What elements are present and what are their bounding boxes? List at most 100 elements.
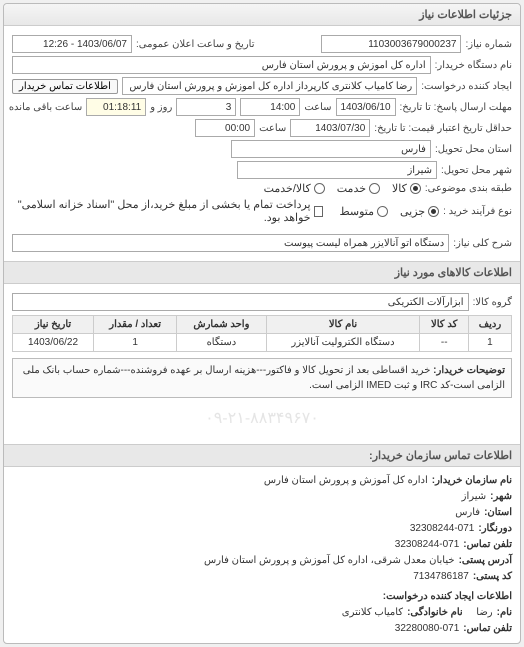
cell-code: -- (420, 334, 468, 352)
radio-dot-icon (428, 206, 439, 217)
th-unit: واحد شمارش (177, 316, 266, 334)
req-number-label: شماره نیاز: (465, 39, 512, 50)
row-buyer-device: نام دستگاه خریدار: اداره کل اموزش و پرور… (12, 56, 512, 74)
radio-medium[interactable]: متوسط (339, 205, 388, 218)
address-k: آدرس پستی: (459, 553, 512, 569)
contact-line: کد پستی:7134786187 (12, 569, 512, 585)
name-k: نام: (497, 605, 512, 621)
radio-goods-service-label: کالا/خدمت (264, 182, 311, 195)
buyer-note-box: توضیحات خریدار: خرید اقساطی بعد از تحویل… (12, 358, 512, 398)
panel-title: جزئیات اطلاعات نیاز (4, 4, 520, 26)
radio-goods-service[interactable]: کالا/خدمت (264, 182, 325, 195)
deadline-label: مهلت ارسال پاسخ: تا تاریخ: (400, 102, 512, 113)
delivery-city: شیراز (237, 161, 437, 179)
contact-block: نام سازمان خریدار:اداره کل آموزش و پرورش… (4, 467, 520, 643)
org-name-v: اداره کل آموزش و پرورش استان فارس (264, 473, 428, 489)
radio-dot-icon (314, 183, 325, 194)
radio-small-label: جزیی (400, 205, 425, 218)
remaining-label: ساعت باقی مانده (9, 102, 82, 113)
remaining-time: 01:18:11 (86, 98, 146, 116)
cell-date: 1403/06/22 (13, 334, 94, 352)
contact-line: استان:فارس (12, 505, 512, 521)
row-deadline: مهلت ارسال پاسخ: تا تاریخ: 1403/06/10 سا… (12, 98, 512, 116)
req-number-value: 1103003679000237 (321, 35, 461, 53)
lname-v: کامیاب کلانتری (342, 605, 403, 621)
address-v: خیابان معدل شرقی، اداره کل آموزش و پرورش… (204, 553, 455, 569)
deadline-time: 14:00 (240, 98, 300, 116)
radio-dot-icon (377, 206, 388, 217)
th-name: نام کالا (266, 316, 420, 334)
th-qty: تعداد / مقدار (94, 316, 177, 334)
buyer-device-label: نام دستگاه خریدار: (435, 60, 512, 71)
contact-line: نام:رضا نام خانوادگی:کامیاب کلانتری (12, 605, 512, 621)
row-category: طبقه بندی موضوعی: کالا خدمت کالا/خدمت (12, 182, 512, 195)
postal-v: 7134786187 (413, 569, 469, 585)
overall-desc-value: دستگاه اتو آنالایزر همراه لیست پیوست (12, 234, 449, 252)
buyer-contact-button[interactable]: اطلاعات تماس خریدار (12, 79, 118, 94)
phone-k: تلفن تماس: (463, 537, 512, 553)
time-label-1: ساعت (304, 102, 331, 113)
table-row[interactable]: 1 -- دستگاه الکترولیت آنالایزر دستگاه 1 … (13, 334, 512, 352)
pub-datetime-value: 1403/06/07 - 12:26 (12, 35, 132, 53)
valid-until-time: 00:00 (195, 119, 255, 137)
province-v: فارس (455, 505, 480, 521)
requester-section-title: اطلاعات ایجاد کننده درخواست: (12, 589, 512, 605)
delivery-province-label: استان محل تحویل: (435, 144, 512, 155)
days-value: 3 (176, 98, 236, 116)
valid-until-label: حداقل تاریخ اعتبار قیمت: تا تاریخ: (374, 123, 512, 134)
contact-line: تلفن تماس:32280080-071 (12, 621, 512, 637)
contact-line: شهر:شیراز (12, 489, 512, 505)
row-item-group: گروه کالا: ابزارآلات الکتریکی (12, 293, 512, 311)
row-size: نوع فرآیند خرید : جزیی متوسط پرداخت تمام… (12, 198, 512, 224)
item-group-label: گروه کالا: (473, 297, 512, 308)
delivery-province: فارس (231, 140, 431, 158)
rphone-v: 32280080-071 (395, 621, 460, 637)
item-group-value: ابزارآلات الکتریکی (12, 293, 469, 311)
province-k: استان: (484, 505, 512, 521)
radio-goods[interactable]: کالا (392, 182, 421, 195)
overall-desc-label: شرح کلی نیاز: (453, 238, 512, 249)
buyer-note-label: توضیحات خریدار: (433, 365, 505, 376)
contact-line: تلفن تماس:32308244-071 (12, 537, 512, 553)
contact-line: نام سازمان خریدار:اداره کل آموزش و پرورش… (12, 473, 512, 489)
phone-v: 32308244-071 (395, 537, 460, 553)
checkbox-treasury[interactable]: پرداخت تمام یا بخشی از مبلغ خرید،از محل … (12, 198, 323, 224)
table-header-row: ردیف کد کالا نام کالا واحد شمارش تعداد /… (13, 316, 512, 334)
checkbox-icon (314, 206, 324, 217)
th-code: کد کالا (420, 316, 468, 334)
size-radio-group: جزیی متوسط (339, 205, 439, 218)
name-v: رضا (476, 605, 492, 621)
delivery-city-label: شهر محل تحویل: (441, 165, 512, 176)
contact-line: دورنگار:32308244-071 (12, 521, 512, 537)
watermark: ۰۹-۲۱-۸۸۳۴۹۶۷۰ (12, 398, 512, 438)
details-panel: جزئیات اطلاعات نیاز شماره نیاز: 11030036… (3, 3, 521, 644)
items-section-title: اطلاعات کالاهای مورد نیاز (4, 261, 520, 284)
days-label: روز و (150, 102, 172, 113)
requester-value: رضا کامیاب کلانتری کارپرداز اداره کل امو… (122, 77, 417, 95)
cell-index: 1 (468, 334, 511, 352)
rphone-k: تلفن تماس: (463, 621, 512, 637)
city-k: شهر: (490, 489, 512, 505)
fax-k: دورنگار: (478, 521, 512, 537)
contact-section-title: اطلاعات تماس سازمان خریدار: (4, 444, 520, 467)
th-date: تاریخ نیاز (13, 316, 94, 334)
th-index: ردیف (468, 316, 511, 334)
city-v: شیراز (462, 489, 487, 505)
row-overall-desc: شرح کلی نیاز: دستگاه اتو آنالایزر همراه … (12, 234, 512, 252)
radio-service[interactable]: خدمت (337, 182, 380, 195)
valid-until-date: 1403/07/30 (290, 119, 370, 137)
radio-small[interactable]: جزیی (400, 205, 439, 218)
cell-unit: دستگاه (177, 334, 266, 352)
radio-medium-label: متوسط (339, 205, 374, 218)
org-name-k: نام سازمان خریدار: (432, 473, 512, 489)
row-requester: ایجاد کننده درخواست: رضا کامیاب کلانتری … (12, 77, 512, 95)
checkbox-label: پرداخت تمام یا بخشی از مبلغ خرید،از محل … (12, 198, 311, 224)
row-delivery-province: استان محل تحویل: فارس (12, 140, 512, 158)
postal-k: کد پستی: (473, 569, 512, 585)
panel-body: شماره نیاز: 1103003679000237 تاریخ و ساع… (4, 26, 520, 261)
requester-label: ایجاد کننده درخواست: (421, 81, 512, 92)
buyer-device-value: اداره کل اموزش و پرورش استان فارس (12, 56, 431, 74)
category-label: طبقه بندی موضوعی: (425, 183, 512, 194)
radio-dot-icon (369, 183, 380, 194)
contact-line: آدرس پستی:خیابان معدل شرقی، اداره کل آمو… (12, 553, 512, 569)
